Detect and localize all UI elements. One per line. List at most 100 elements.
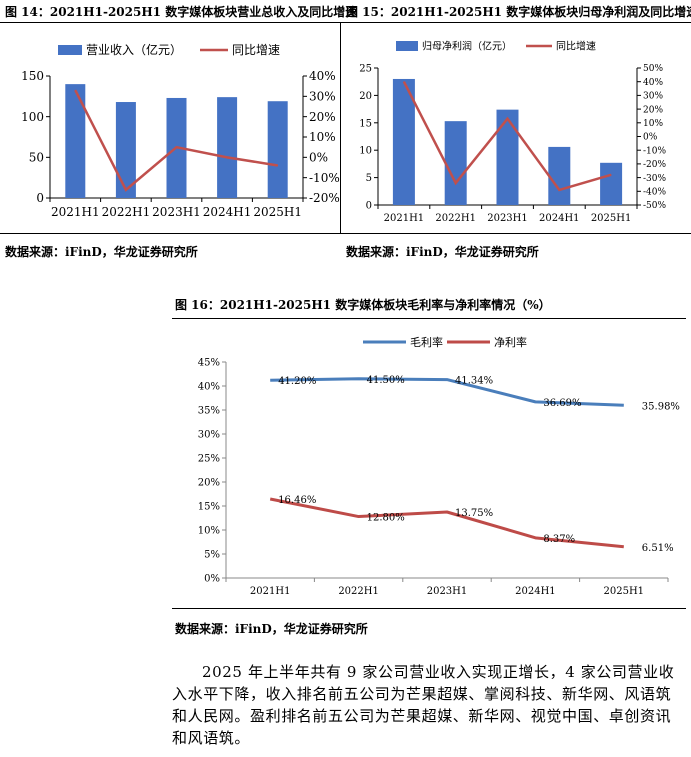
- fig14-growth-point: [74, 89, 76, 91]
- fig16-x-tick-label: 2024H1: [515, 586, 556, 597]
- fig16-y-tick-label: 20%: [198, 478, 220, 489]
- fig14-bar: [115, 102, 136, 198]
- fig16-net-margin-data-label: 6.51%: [642, 543, 674, 554]
- fig14-x-tick-label: 2023H1: [152, 205, 201, 219]
- fig15-title: 图 15：2021H1-2025H1 数字媒体板块归母净利润及同比增速: [346, 5, 691, 19]
- fig15-left-tick-label: 10: [359, 146, 372, 157]
- fig15-right-tick-label: -10%: [643, 146, 666, 156]
- fig15-bar: [444, 121, 467, 205]
- fig16-y-tick-label: 0%: [204, 574, 220, 585]
- fig16-y-tick-label: 10%: [198, 526, 220, 537]
- fig16-legend-gross-label: 毛利率: [410, 335, 443, 349]
- fig16-net-margin-data-label: 13.75%: [455, 508, 493, 519]
- fig14-growth-point: [125, 189, 127, 191]
- fig15-growth-point: [455, 182, 457, 184]
- bottom-rule: [0, 233, 691, 234]
- fig16-source: 数据来源：iFinD，华龙证券研究所: [175, 622, 368, 636]
- fig15-legend-bar-label: 归母净利润（亿元）: [422, 40, 512, 53]
- fig15-bar: [496, 109, 519, 205]
- fig14-source: 数据来源：iFinD，华龙证券研究所: [5, 245, 198, 259]
- fig14-right-tick-label: 20%: [309, 110, 336, 124]
- fig16-gross-margin-data-label: 36.69%: [543, 398, 581, 409]
- top-rule: [0, 22, 691, 23]
- fig16-y-tick-label: 15%: [198, 502, 220, 513]
- fig14-bar: [217, 97, 238, 198]
- fig14-x-tick-label: 2024H1: [203, 205, 252, 219]
- fig15-x-tick-label: 2024H1: [539, 213, 580, 224]
- fig16-y-tick-label: 35%: [198, 406, 220, 417]
- fig15-bar: [548, 146, 571, 205]
- fig14-growth-point: [277, 164, 279, 166]
- fig16-x-tick-label: 2021H1: [250, 586, 291, 597]
- fig16-gross-margin-data-label: 41.20%: [278, 376, 316, 387]
- fig15-x-tick-label: 2023H1: [487, 213, 528, 224]
- fig15-right-tick-label: 0%: [643, 133, 658, 143]
- fig14-right-tick-label: 10%: [309, 130, 336, 144]
- fig16-y-tick-label: 30%: [198, 430, 220, 441]
- fig16-net-margin-data-label: 8.37%: [543, 534, 575, 545]
- fig15-left-tick-label: 25: [359, 64, 372, 75]
- fig16-gross-margin-data-label: 41.34%: [455, 376, 493, 387]
- fig15-bar: [392, 78, 415, 205]
- fig16-y-tick-label: 40%: [198, 382, 220, 393]
- fig15-right-tick-label: 20%: [643, 105, 663, 115]
- fig15-chart: 0 5 10 15 20 25 -50% -40% -30% -20% -10% 0% 10% 20% 30…: [359, 40, 666, 225]
- fig14-legend-bar-label: 营业收入（亿元）: [86, 42, 182, 57]
- fig15-growth-point: [558, 189, 560, 191]
- fig15-legend-line-label: 同比增速: [556, 40, 596, 53]
- fig14-right-tick-label: 40%: [309, 69, 336, 83]
- fig15-right-tick-label: -30%: [643, 174, 666, 184]
- fig14-right-tick-label: 30%: [309, 90, 336, 104]
- fig14-legend-bar-swatch: [58, 45, 82, 55]
- fig14-right-tick-label: 0%: [309, 151, 328, 165]
- fig14-right-tick-label: -10%: [309, 171, 340, 185]
- fig16-gross-margin-line: [270, 377, 624, 407]
- fig16-y-tick-label: 45%: [198, 358, 220, 369]
- fig15-growth-point: [403, 81, 405, 83]
- fig15-left-tick-label: 5: [366, 173, 372, 184]
- fig14-bar: [65, 84, 86, 198]
- fig16-y-tick-label: 5%: [204, 550, 220, 561]
- figure-divider: [340, 22, 341, 234]
- fig15-left-tick-label: 15: [359, 118, 372, 129]
- fig15-growth-point: [610, 174, 612, 176]
- fig14-growth-point: [226, 156, 228, 158]
- fig14-left-tick-label: 50: [29, 151, 44, 165]
- fig15-right-tick-label: 30%: [643, 92, 663, 102]
- fig14-legend-line-label: 同比增速: [232, 43, 280, 57]
- fig16-net-margin-data-label: 16.46%: [278, 495, 316, 506]
- fig16-gross-margin-data-label: 41.50%: [367, 375, 405, 386]
- fig16-y-tick-label: 25%: [198, 454, 220, 465]
- fig15-right-tick-label: -40%: [643, 187, 666, 197]
- fig14-x-tick-label: 2025H1: [253, 205, 302, 219]
- fig14-left-tick-label: 100: [21, 110, 44, 124]
- fig15-bar: [600, 162, 623, 205]
- fig14-title: 图 14：2021H1-2025H1 数字媒体板块营业总收入及同比增速: [5, 5, 358, 19]
- fig15-right-tick-label: -50%: [643, 201, 666, 211]
- fig14-left-tick-label: 0: [36, 191, 44, 205]
- fig15-source: 数据来源：iFinD，华龙证券研究所: [346, 245, 539, 259]
- fig15-right-tick-label: 10%: [643, 119, 663, 129]
- fig16-x-tick-label: 2023H1: [427, 586, 468, 597]
- fig16-net-margin-data-label: 12.80%: [367, 513, 405, 524]
- fig14-x-tick-label: 2021H1: [51, 205, 100, 219]
- fig16-chart: 0% 5% 10% 15% 20% 25% 30% 35% 40% 45% 2021H1 2022H1…: [198, 335, 680, 597]
- fig15-growth-point: [507, 118, 508, 120]
- fig15-right-tick-label: 40%: [643, 78, 663, 88]
- body-paragraph: 2025 年上半年共有 9 家公司营业收入实现正增长，4 家公司营业收入水平下降…: [172, 663, 675, 747]
- fig14-growth-point: [176, 146, 177, 148]
- fig15-x-tick-label: 2025H1: [591, 213, 632, 224]
- fig16-x-tick-label: 2025H1: [604, 586, 645, 597]
- fig16-title: 图 16：2021H1-2025H1 数字媒体板块毛利率与净利率情况（%）: [175, 298, 551, 312]
- fig15-x-tick-label: 2022H1: [435, 213, 476, 224]
- fig15-left-tick-label: 0: [366, 201, 372, 212]
- fig15-right-tick-label: 50%: [643, 64, 663, 74]
- fig16-top-rule: [172, 318, 686, 319]
- fig16-net-margin-line: [269, 497, 624, 549]
- fig15-right-tick-label: -20%: [643, 160, 666, 170]
- fig14-right-tick-label: -20%: [309, 191, 340, 205]
- fig16-legend-net-label: 净利率: [494, 335, 527, 349]
- fig15-legend-bar-swatch: [396, 41, 418, 51]
- fig14-bar: [267, 101, 288, 198]
